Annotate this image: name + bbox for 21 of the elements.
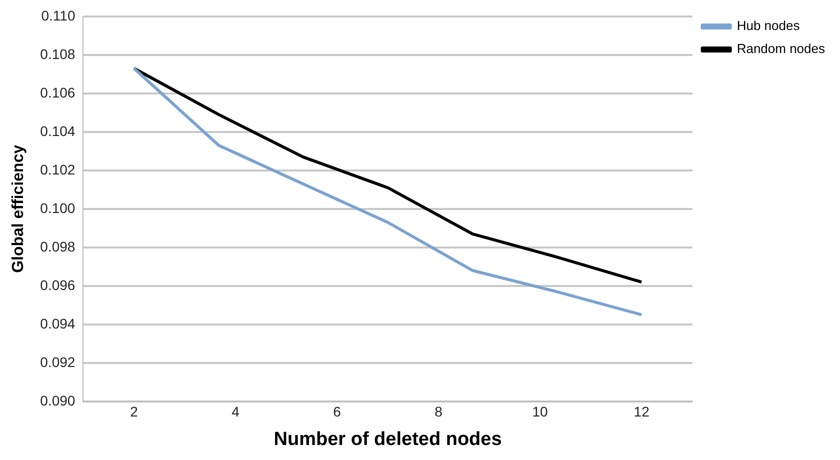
x-tick-label: 2 (130, 404, 138, 420)
x-tick-label: 4 (232, 404, 240, 420)
y-tick-label: 0.102 (40, 161, 76, 178)
y-tick-label: 0.100 (40, 200, 76, 216)
y-tick-label: 0.096 (40, 276, 76, 293)
y-tick-label: 0.106 (40, 84, 76, 100)
y-tick-label: 0.092 (40, 354, 76, 370)
y-tick-label: 0.094 (40, 315, 76, 332)
x-tick-label: 6 (333, 404, 342, 420)
y-axis-title: Global efficiency (10, 144, 28, 273)
x-tick-label: 8 (434, 404, 443, 420)
y-tick-label: 0.098 (40, 238, 76, 254)
x-axis-title: Number of deleted nodes (274, 428, 502, 450)
x-tick-label: 10 (532, 404, 548, 420)
legend-label: Random nodes (736, 41, 826, 56)
y-tick-label: 0.104 (40, 122, 76, 139)
x-tick-label: 12 (634, 404, 650, 420)
legend-label: Hub nodes (736, 18, 800, 34)
y-tick-label: 0.090 (40, 392, 76, 408)
y-tick-label: 0.108 (40, 46, 76, 62)
y-tick-label: 0.110 (41, 7, 76, 24)
